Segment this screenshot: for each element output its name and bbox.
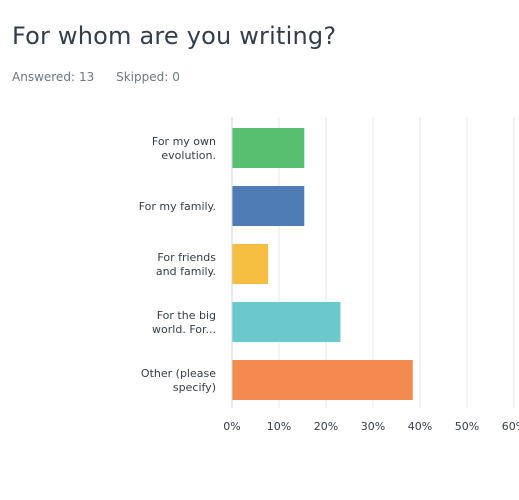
answered-label: Answered:	[12, 70, 75, 84]
bar	[232, 360, 413, 400]
x-tick-label: 30%	[361, 420, 385, 433]
category-label: For the big	[157, 309, 216, 322]
category-label: and family.	[156, 265, 216, 278]
response-stats: Answered: 13 Skipped: 0	[12, 70, 180, 84]
category-label: For my family.	[139, 200, 216, 213]
skipped-label: Skipped:	[116, 70, 169, 84]
skipped-count: 0	[172, 70, 180, 84]
bar	[232, 302, 341, 342]
answered-count: 13	[78, 70, 95, 84]
category-label: For my own	[152, 135, 216, 148]
x-tick-label: 60%	[502, 420, 519, 433]
x-tick-label: 20%	[314, 420, 338, 433]
category-label: evolution.	[161, 149, 216, 162]
x-tick-label: 10%	[267, 420, 291, 433]
bar	[232, 128, 305, 168]
bar	[232, 244, 269, 284]
x-tick-label: 50%	[455, 420, 479, 433]
category-label: Other (please	[141, 367, 216, 380]
bar	[232, 186, 305, 226]
question-title: For whom are you writing?	[12, 22, 337, 50]
x-tick-label: 40%	[408, 420, 432, 433]
category-label: world. For...	[152, 323, 216, 336]
x-tick-label: 0%	[223, 420, 240, 433]
category-label: For friends	[157, 251, 216, 264]
category-label: specify)	[173, 381, 216, 394]
